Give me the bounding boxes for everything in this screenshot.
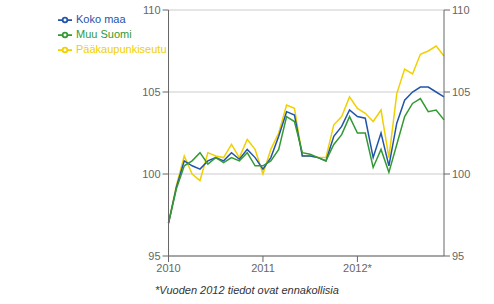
svg-text:110: 110 bbox=[143, 4, 161, 16]
svg-text:110: 110 bbox=[452, 4, 470, 16]
html-text:Pääkaupunkiseutu: Pääkaupunkiseutu bbox=[76, 43, 167, 56]
html-text:Koko maa: Koko maa bbox=[76, 13, 126, 25]
svg-text:100: 100 bbox=[452, 168, 470, 180]
svg-text:95: 95 bbox=[452, 250, 464, 262]
html-text:Muu Suomi: Muu Suomi bbox=[76, 28, 132, 41]
svg-text:105: 105 bbox=[142, 86, 160, 98]
svg-text:100: 100 bbox=[142, 168, 160, 180]
svg-text:95: 95 bbox=[148, 250, 160, 262]
svg-text:105: 105 bbox=[452, 86, 470, 98]
svg-text:2011: 2011 bbox=[251, 262, 275, 274]
svg-text:2012*: 2012* bbox=[343, 262, 372, 274]
html-text:*Vuoden 2012 tiedot ovat ennak: *Vuoden 2012 tiedot ovat ennakollisia bbox=[155, 284, 339, 296]
svg-text:2010: 2010 bbox=[156, 262, 180, 274]
